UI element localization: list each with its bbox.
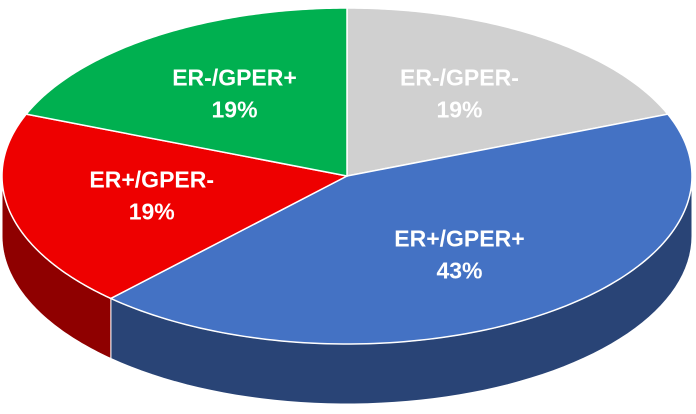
slice — [346, 7, 670, 177]
data-label-value: 19% — [436, 96, 482, 122]
data-label-name: ER-/GPER+ — [172, 64, 297, 90]
data-label-name: ER-/GPER- — [400, 64, 519, 90]
data-label-name: ER+/GPER- — [89, 166, 214, 192]
data-label-value: 43% — [436, 258, 482, 284]
data-label-value: 19% — [212, 96, 258, 122]
slice — [109, 113, 693, 345]
data-label-value: 19% — [129, 198, 175, 224]
slice — [1, 113, 350, 300]
slice — [24, 7, 348, 177]
data-label-name: ER+/GPER+ — [394, 226, 524, 252]
